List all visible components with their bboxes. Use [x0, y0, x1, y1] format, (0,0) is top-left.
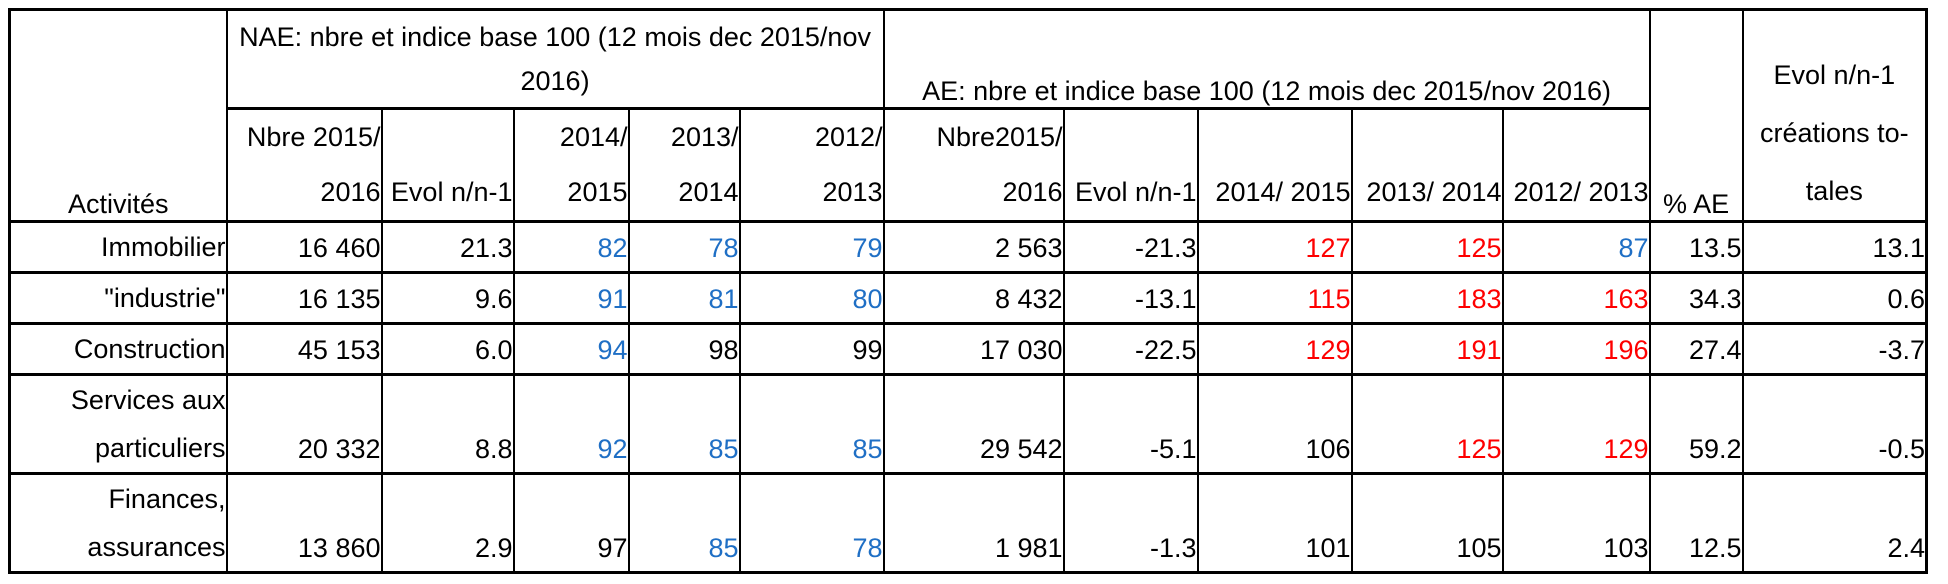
data-cell: 78 — [738, 472, 885, 574]
data-cell: 13.1 — [1741, 220, 1928, 274]
data-cell: 8.8 — [380, 373, 515, 475]
data-cell: -5.1 — [1062, 373, 1199, 475]
nae-col-nbre-header: Nbre 2015/ 2016 — [225, 107, 383, 223]
data-cell: 103 — [1501, 472, 1651, 574]
header-group-row: Activités NAE: nbre et indice base 100 (… — [8, 8, 1928, 223]
data-cell: 129 — [1196, 322, 1353, 376]
data-cell: 34.3 — [1648, 271, 1744, 325]
nae-col-2013-2014-header: 2013/ 2014 — [627, 107, 741, 223]
activities-header: Activités — [8, 8, 228, 223]
data-cell: 20 332 — [225, 373, 383, 475]
evol-creations-totales-header: Evol n/n-1 créations to- tales — [1741, 8, 1928, 223]
data-cell: 163 — [1501, 271, 1651, 325]
ae-col-evol-header: Evol n/n-1 — [1062, 107, 1199, 223]
data-cell: 127 — [1196, 220, 1353, 274]
data-cell: 1 981 — [882, 472, 1065, 574]
data-cell: 79 — [738, 220, 885, 274]
activity-cell: "industrie" — [8, 271, 228, 325]
nae-col-2014-2015-header: 2014/ 2015 — [512, 107, 630, 223]
data-cell: 85 — [627, 472, 741, 574]
data-cell: 85 — [627, 373, 741, 475]
data-cell: 13.5 — [1648, 220, 1744, 274]
data-cell: -22.5 — [1062, 322, 1199, 376]
data-cell: 0.6 — [1741, 271, 1928, 325]
data-cell: 106 — [1196, 373, 1353, 475]
data-cell: -0.5 — [1741, 373, 1928, 475]
nae-col-2012-2013-header: 2012/ 2013 — [738, 107, 885, 223]
activity-cell: Services aux particuliers — [8, 373, 228, 475]
data-cell: 125 — [1350, 220, 1504, 274]
data-cell: 6.0 — [380, 322, 515, 376]
data-cell: 13 860 — [225, 472, 383, 574]
data-cell: 183 — [1350, 271, 1504, 325]
nae-col-evol-header: Evol n/n-1 — [380, 107, 515, 223]
data-cell: 196 — [1501, 322, 1651, 376]
data-cell: 115 — [1196, 271, 1353, 325]
table-row-industrie: "industrie" 16 135 9.6 91 81 80 8 432 -1… — [8, 271, 1928, 325]
data-cell: 87 — [1501, 220, 1651, 274]
data-cell: -3.7 — [1741, 322, 1928, 376]
ae-group-header: AE: nbre et indice base 100 (12 mois dec… — [882, 8, 1651, 110]
header-sub-row: Nbre 2015/ 2016 Evol n/n-1 2014/ 2015 20… — [10, 107, 1927, 223]
data-cell: 45 153 — [225, 322, 383, 376]
data-cell: 92 — [512, 373, 630, 475]
data-cell: 16 460 — [225, 220, 383, 274]
data-cell: 85 — [738, 373, 885, 475]
ae-col-2013-2014-header: 2013/ 2014 — [1350, 107, 1504, 223]
data-cell: 99 — [738, 322, 885, 376]
data-cell: 17 030 — [882, 322, 1065, 376]
data-cell: 27.4 — [1648, 322, 1744, 376]
data-cell: -21.3 — [1062, 220, 1199, 274]
data-cell: 2.4 — [1741, 472, 1928, 574]
table-row-construction: Construction 45 153 6.0 94 98 99 17 030 … — [8, 322, 1928, 376]
ae-col-2014-2015-header: 2014/ 2015 — [1196, 107, 1353, 223]
data-cell: 12.5 — [1648, 472, 1744, 574]
data-cell: 105 — [1350, 472, 1504, 574]
data-cell: 125 — [1350, 373, 1504, 475]
data-cell: 2 563 — [882, 220, 1065, 274]
ae-col-2012-2013-header: 2012/ 2013 — [1501, 107, 1651, 223]
data-cell: -13.1 — [1062, 271, 1199, 325]
data-cell: 29 542 — [882, 373, 1065, 475]
data-cell: 101 — [1196, 472, 1353, 574]
data-cell: 80 — [738, 271, 885, 325]
data-cell: 16 135 — [225, 271, 383, 325]
data-cell: 8 432 — [882, 271, 1065, 325]
data-cell: 94 — [512, 322, 630, 376]
table-row-services-aux-particuliers: Services aux particuliers 20 332 8.8 92 … — [8, 373, 1928, 475]
data-cell: 59.2 — [1648, 373, 1744, 475]
data-cell: 9.6 — [380, 271, 515, 325]
data-cell: 81 — [627, 271, 741, 325]
activity-cell: Construction — [8, 322, 228, 376]
nae-group-header: NAE: nbre et indice base 100 (12 mois de… — [225, 8, 885, 110]
pct-ae-header: % AE — [1648, 8, 1744, 223]
data-cell: -1.3 — [1062, 472, 1199, 574]
table-row-finances-assurances: Finances, assurances 13 860 2.9 97 85 78… — [8, 472, 1928, 574]
ae-col-nbre-header: Nbre2015/ 2016 — [882, 107, 1065, 223]
data-cell: 129 — [1501, 373, 1651, 475]
creations-statistics-table: Activités NAE: nbre et indice base 100 (… — [8, 8, 1929, 574]
data-cell: 91 — [512, 271, 630, 325]
data-cell: 97 — [512, 472, 630, 574]
table-row-immobilier: Immobilier 16 460 21.3 82 78 79 2 563 -2… — [8, 220, 1928, 274]
data-cell: 98 — [627, 322, 741, 376]
data-cell: 191 — [1350, 322, 1504, 376]
data-cell: 21.3 — [380, 220, 515, 274]
activity-cell: Immobilier — [8, 220, 228, 274]
data-cell: 78 — [627, 220, 741, 274]
data-cell: 82 — [512, 220, 630, 274]
data-cell: 2.9 — [380, 472, 515, 574]
activity-cell: Finances, assurances — [8, 472, 228, 574]
